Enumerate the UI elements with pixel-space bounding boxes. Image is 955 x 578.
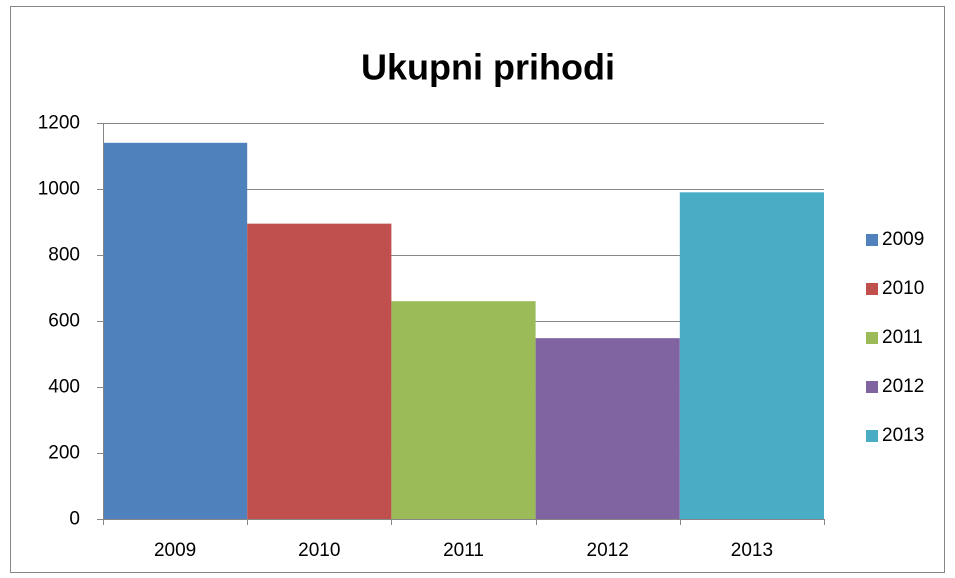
- legend-label: 2009: [882, 229, 924, 250]
- legend-swatch: [866, 283, 878, 295]
- y-tick-label: 400: [48, 377, 80, 398]
- bar: [535, 338, 680, 519]
- y-tick-label: 800: [48, 245, 80, 266]
- legend-swatch: [866, 234, 878, 246]
- legend-label: 2010: [882, 278, 924, 299]
- legend-label: 2012: [882, 376, 924, 397]
- x-tick-label: 2012: [587, 540, 629, 561]
- y-tick-label: 1200: [38, 113, 80, 134]
- legend-swatch: [866, 381, 878, 393]
- bar: [679, 192, 824, 520]
- chart-title: Ukupni prihodi: [361, 47, 615, 88]
- bar: [103, 142, 248, 520]
- x-tick-label: 2010: [298, 540, 340, 561]
- x-tick-label: 2013: [731, 540, 773, 561]
- legend-swatch: [866, 332, 878, 344]
- x-tick-label: 2009: [154, 540, 196, 561]
- bar: [391, 301, 536, 519]
- bar: [247, 223, 392, 519]
- y-tick-label: 0: [69, 509, 80, 530]
- y-tick-label: 200: [48, 443, 80, 464]
- y-tick-label: 1000: [38, 179, 80, 200]
- legend-label: 2013: [882, 425, 924, 446]
- legend-label: 2011: [882, 327, 923, 348]
- legend-swatch: [866, 430, 878, 442]
- y-tick-label: 600: [48, 311, 80, 332]
- x-tick-label: 2011: [443, 540, 484, 561]
